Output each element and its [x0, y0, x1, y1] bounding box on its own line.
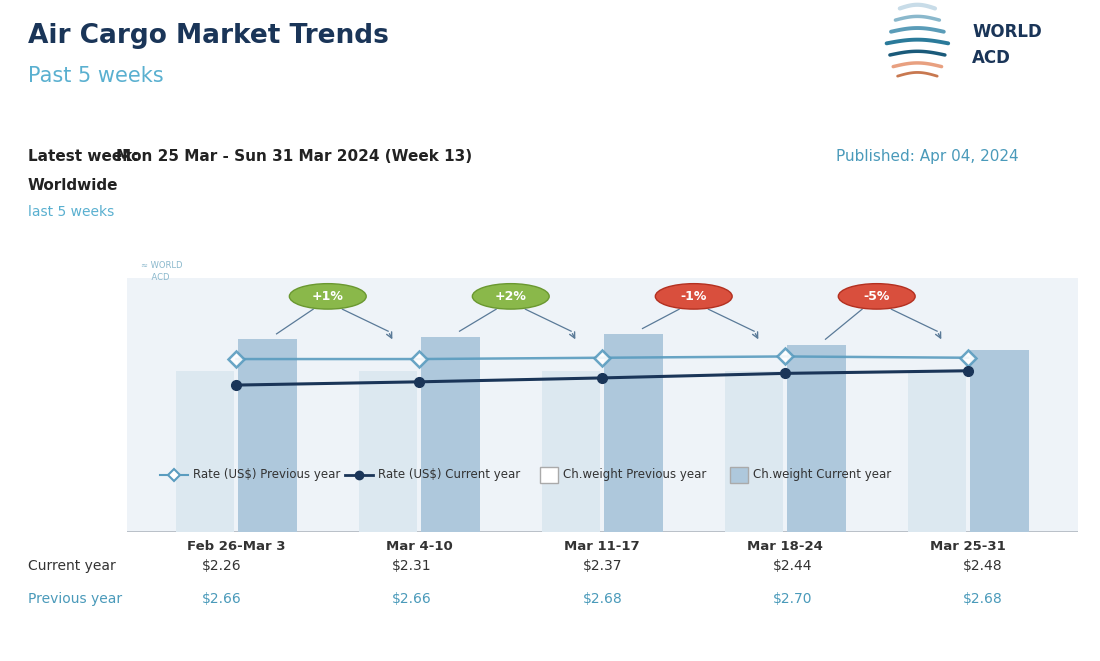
- Text: Current year: Current year: [28, 559, 115, 572]
- Text: Mon 25 Mar - Sun 31 Mar 2024 (Week 13): Mon 25 Mar - Sun 31 Mar 2024 (Week 13): [116, 149, 472, 164]
- Ellipse shape: [472, 284, 549, 309]
- Text: Previous year: Previous year: [28, 592, 122, 605]
- Text: ACD: ACD: [972, 49, 1011, 67]
- Bar: [359, 371, 417, 532]
- Text: $2.37: $2.37: [583, 559, 621, 572]
- Text: Past 5 weeks: Past 5 weeks: [28, 66, 163, 86]
- Text: $2.66: $2.66: [201, 592, 242, 605]
- Bar: [908, 371, 967, 532]
- Bar: [542, 371, 601, 532]
- Bar: [604, 334, 662, 532]
- Ellipse shape: [656, 284, 733, 309]
- Bar: [788, 344, 846, 532]
- Bar: [725, 371, 783, 532]
- FancyBboxPatch shape: [540, 467, 558, 483]
- Ellipse shape: [289, 284, 366, 309]
- Text: Ch.weight Previous year: Ch.weight Previous year: [563, 468, 706, 481]
- Text: last 5 weeks: last 5 weeks: [28, 205, 113, 219]
- Text: Rate (US$) Previous year: Rate (US$) Previous year: [192, 468, 340, 481]
- Text: Latest week:: Latest week:: [28, 149, 148, 164]
- Text: Published: Apr 04, 2024: Published: Apr 04, 2024: [836, 149, 1019, 164]
- Text: $2.26: $2.26: [201, 559, 242, 572]
- Bar: [421, 336, 480, 532]
- Text: $2.68: $2.68: [962, 592, 1003, 605]
- Text: $2.31: $2.31: [392, 559, 432, 572]
- Text: +2%: +2%: [495, 290, 527, 303]
- Text: ≈ WORLD
    ACD: ≈ WORLD ACD: [141, 261, 183, 282]
- Text: $2.48: $2.48: [962, 559, 1003, 572]
- Text: $2.44: $2.44: [773, 559, 812, 572]
- Text: Rate (US$) Current year: Rate (US$) Current year: [378, 468, 520, 481]
- Text: $2.70: $2.70: [773, 592, 812, 605]
- Text: Ch.weight Current year: Ch.weight Current year: [754, 468, 891, 481]
- Bar: [176, 371, 234, 532]
- FancyBboxPatch shape: [730, 467, 748, 483]
- Ellipse shape: [838, 284, 915, 309]
- Text: -1%: -1%: [681, 290, 707, 303]
- Text: Air Cargo Market Trends: Air Cargo Market Trends: [28, 23, 388, 49]
- Text: WORLD: WORLD: [972, 22, 1042, 41]
- Text: -5%: -5%: [864, 290, 890, 303]
- Text: +1%: +1%: [311, 290, 343, 303]
- Text: Worldwide: Worldwide: [28, 178, 118, 194]
- Bar: [970, 350, 1028, 532]
- Text: $2.68: $2.68: [582, 592, 623, 605]
- Text: $2.66: $2.66: [392, 592, 432, 605]
- Bar: [238, 339, 297, 532]
